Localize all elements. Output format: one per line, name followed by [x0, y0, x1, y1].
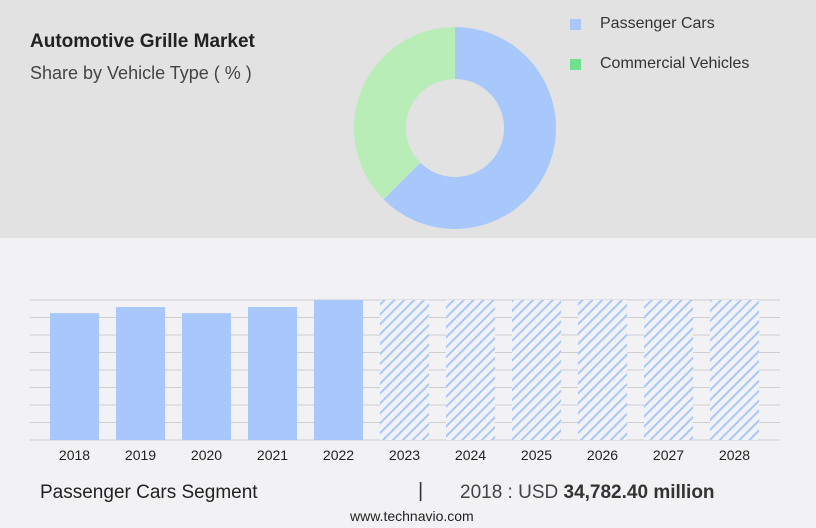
x-tick-label: 2025: [521, 447, 552, 463]
x-tick-label: 2023: [389, 447, 420, 463]
legend-label: Passenger Cars: [600, 15, 715, 32]
segment-label: Passenger Cars Segment: [40, 482, 258, 503]
donut-slice: [353, 27, 455, 200]
legend-swatch: [570, 58, 581, 70]
site-url: www.technavio.com: [350, 508, 474, 524]
x-tick-label: 2027: [653, 447, 684, 463]
bar-2018: [50, 313, 99, 440]
chart-subtitle: Share by Vehicle Type ( % ): [30, 63, 252, 83]
bar-2025: [512, 300, 561, 440]
x-tick-label: 2022: [323, 447, 354, 463]
year-label: 2018 : USD: [460, 482, 559, 503]
bar-2028: [710, 300, 759, 440]
segment-value: 2018 : USD 34,782.40 million: [460, 482, 715, 504]
x-tick-label: 2019: [125, 447, 156, 463]
legend-passenger-cars: Passenger Cars: [570, 15, 715, 33]
legend-label: Commercial Vehicles: [600, 55, 750, 72]
bar-2023: [380, 300, 429, 440]
x-tick-label: 2026: [587, 447, 618, 463]
bar-2020: [182, 313, 231, 440]
x-tick-label: 2021: [257, 447, 288, 463]
x-tick-label: 2024: [455, 447, 486, 463]
bar-2026: [578, 300, 627, 440]
legend-commercial-vehicles: Commercial Vehicles: [570, 55, 749, 73]
x-tick-label: 2028: [719, 447, 750, 463]
bar-2027: [644, 300, 693, 440]
separator: |: [418, 480, 424, 502]
bar-2021: [248, 307, 297, 440]
legend-swatch: [570, 18, 581, 30]
value-amount: 34,782.40 million: [563, 482, 715, 503]
x-tick-label: 2018: [59, 447, 90, 463]
donut-slice: [383, 27, 556, 229]
x-tick-label: 2020: [191, 447, 222, 463]
bar-2019: [116, 307, 165, 440]
bar-2022: [314, 300, 363, 440]
bar-2024: [446, 300, 495, 440]
chart-title: Automotive Grille Market: [30, 31, 255, 52]
